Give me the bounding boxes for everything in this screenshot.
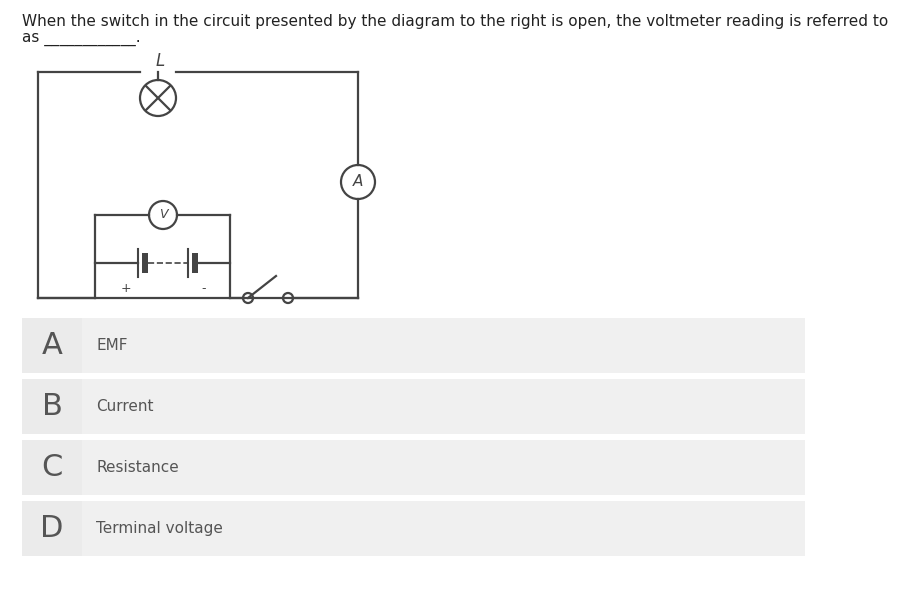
FancyBboxPatch shape <box>82 501 805 556</box>
Text: B: B <box>41 392 63 421</box>
Text: -: - <box>202 282 206 295</box>
FancyBboxPatch shape <box>82 440 805 495</box>
Text: A: A <box>353 175 363 189</box>
FancyBboxPatch shape <box>22 318 82 373</box>
Text: Resistance: Resistance <box>96 460 179 475</box>
Text: D: D <box>40 514 64 543</box>
FancyBboxPatch shape <box>82 379 805 434</box>
Text: C: C <box>41 453 63 482</box>
Text: V: V <box>159 208 167 222</box>
Text: Current: Current <box>96 399 153 414</box>
FancyBboxPatch shape <box>22 379 82 434</box>
Text: A: A <box>41 331 63 360</box>
Text: +: + <box>121 282 131 295</box>
Bar <box>142 253 148 273</box>
FancyBboxPatch shape <box>22 501 82 556</box>
Circle shape <box>341 165 375 199</box>
FancyBboxPatch shape <box>82 318 805 373</box>
Circle shape <box>140 80 176 116</box>
Text: When the switch in the circuit presented by the diagram to the right is open, th: When the switch in the circuit presented… <box>22 14 888 29</box>
Text: L: L <box>155 52 165 70</box>
Text: EMF: EMF <box>96 338 127 353</box>
FancyBboxPatch shape <box>22 440 82 495</box>
Text: as ____________.: as ____________. <box>22 31 141 46</box>
Bar <box>192 253 198 273</box>
Circle shape <box>149 201 177 229</box>
Circle shape <box>283 293 293 303</box>
Text: Terminal voltage: Terminal voltage <box>96 521 222 536</box>
Circle shape <box>243 293 253 303</box>
